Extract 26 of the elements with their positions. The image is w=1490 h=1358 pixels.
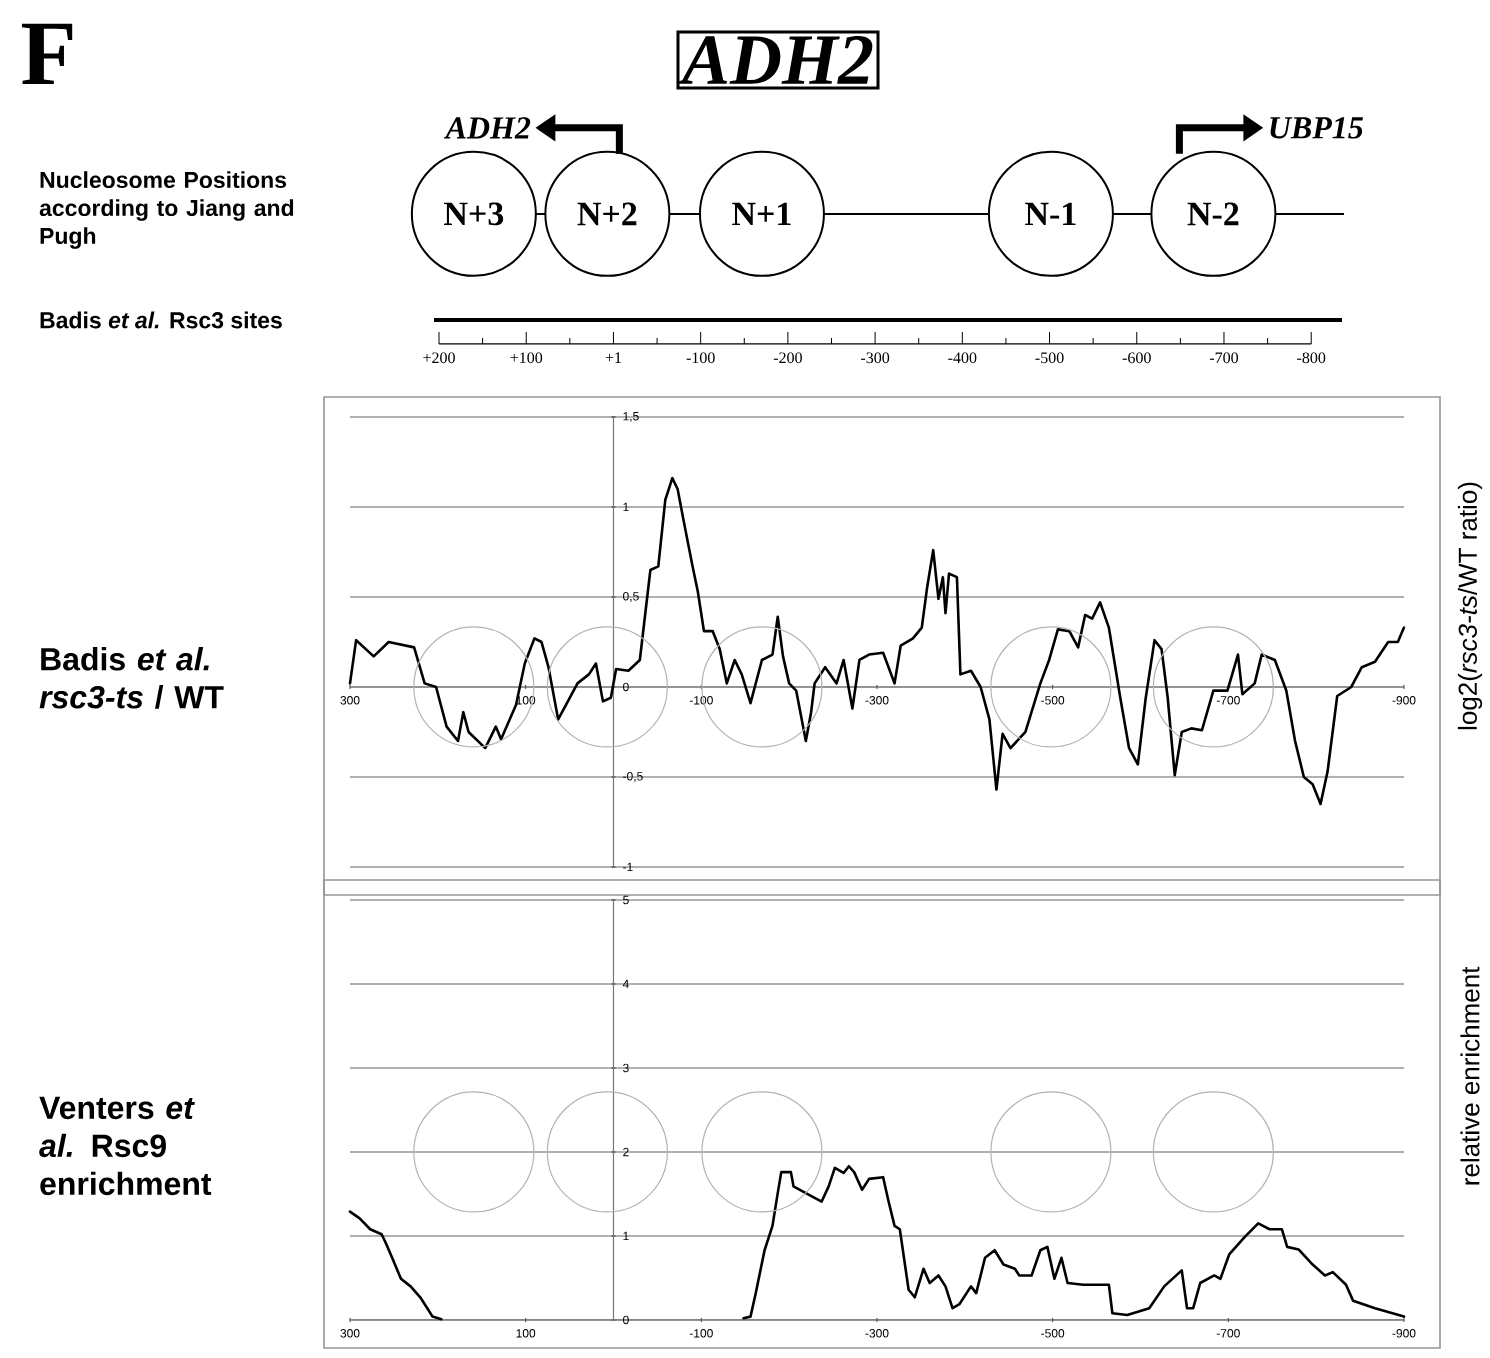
text: Badis et al. rsc3-ts / WT [39,647,224,709]
text: UBP15 [1270,117,1363,139]
text: +200 [423,352,455,364]
text: N+1 [732,202,791,226]
y-axis-title: relative enrichment [1460,966,1480,1185]
text: N-2 [1187,202,1239,226]
text: ADH2 [443,117,531,139]
text: +100 [510,352,543,364]
text: -600 [1122,352,1151,364]
y-axis-title: log2(rsc3-ts/WT ratio) [1457,482,1483,730]
text: -800 [1297,352,1326,364]
text: Badis et al. Rsc3 sites [40,311,282,329]
text: -400 [948,352,977,364]
text: N+3 [444,202,504,226]
text: N+2 [577,202,637,226]
text: -100 [686,352,715,364]
chart-title: Venters et al. Rsc9 enrichment [39,1096,212,1196]
text: ADH2 [678,36,873,84]
text: +1 [605,352,621,363]
text: -700 [1209,352,1239,364]
text: Nucleosome Positions according to Jiang and Pugh [39,171,294,249]
text: N-1 [1025,202,1076,226]
text: -200 [773,352,802,364]
text: -500 [1035,352,1064,364]
text: F [21,23,73,85]
text: -300 [861,352,890,364]
